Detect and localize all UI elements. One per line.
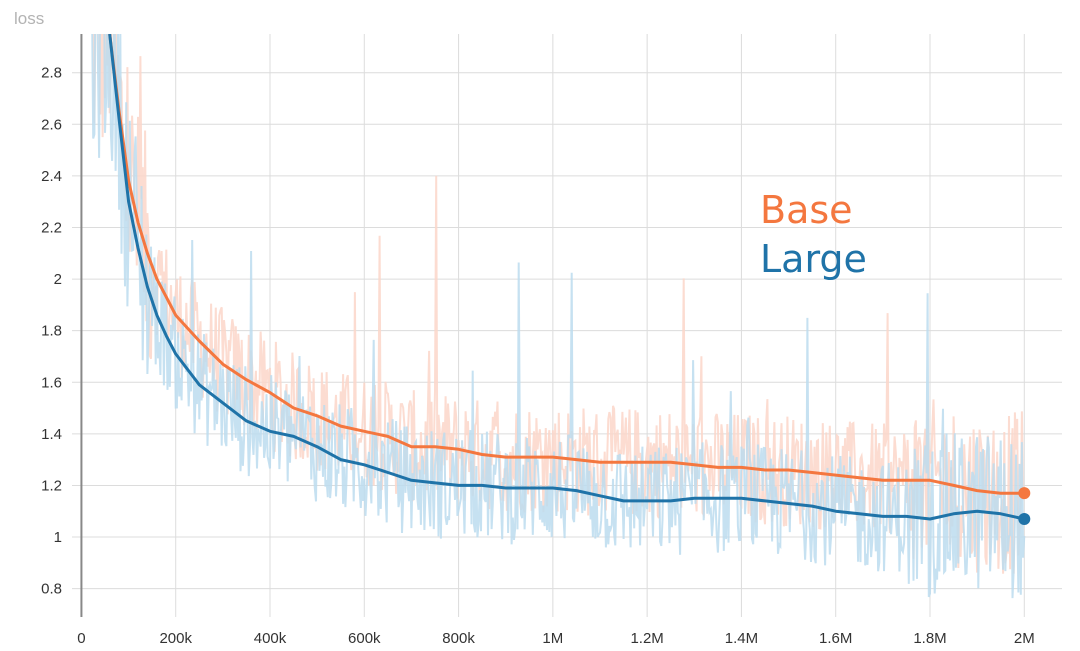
x-tick-label: 200k bbox=[159, 630, 192, 647]
y-tick-label: 2.8 bbox=[41, 65, 62, 82]
x-tick-label: 1M bbox=[542, 630, 563, 647]
x-tick-label: 2M bbox=[1014, 630, 1035, 647]
legend-label-base: Base bbox=[760, 188, 853, 232]
y-tick-label: 1 bbox=[54, 529, 62, 546]
series-line-base bbox=[108, 34, 1025, 495]
series-endpoint-large bbox=[1018, 512, 1031, 525]
y-tick-label: 1.6 bbox=[41, 374, 62, 391]
y-tick-label: 2.2 bbox=[41, 219, 62, 236]
series-endpoint-base bbox=[1018, 487, 1031, 500]
raw-noise-layer bbox=[91, 34, 1026, 599]
y-tick-label: 2.4 bbox=[41, 168, 62, 185]
y-tick-label: 1.2 bbox=[41, 477, 62, 494]
y-tick-label: 2 bbox=[54, 271, 62, 288]
x-tick-label: 1.4M bbox=[725, 630, 758, 647]
chart-title: loss bbox=[14, 9, 45, 28]
y-tick-label: 1.8 bbox=[41, 323, 62, 340]
y-tick-label: 0.8 bbox=[41, 581, 62, 598]
tick-labels-layer: 0 200k 400k 600k 800k 1M 1.2M 1.4M 1.6M 1.8M 2M 0.8… bbox=[41, 65, 1035, 647]
y-tick-label: 1.4 bbox=[41, 426, 62, 443]
legend-layer: Base Large bbox=[760, 188, 867, 281]
x-tick-label: 0 bbox=[77, 630, 85, 647]
series-line-large bbox=[108, 34, 1025, 521]
x-tick-label: 1.6M bbox=[819, 630, 852, 647]
x-tick-label: 400k bbox=[254, 630, 287, 647]
smoothed-lines-layer bbox=[108, 34, 1031, 525]
raw-series-large bbox=[91, 34, 1026, 599]
x-tick-label: 1.8M bbox=[913, 630, 946, 647]
y-tick-label: 2.6 bbox=[41, 116, 62, 133]
x-tick-label: 1.2M bbox=[630, 630, 663, 647]
x-tick-label: 800k bbox=[442, 630, 475, 647]
legend-label-large: Large bbox=[760, 237, 867, 281]
x-tick-label: 600k bbox=[348, 630, 381, 647]
